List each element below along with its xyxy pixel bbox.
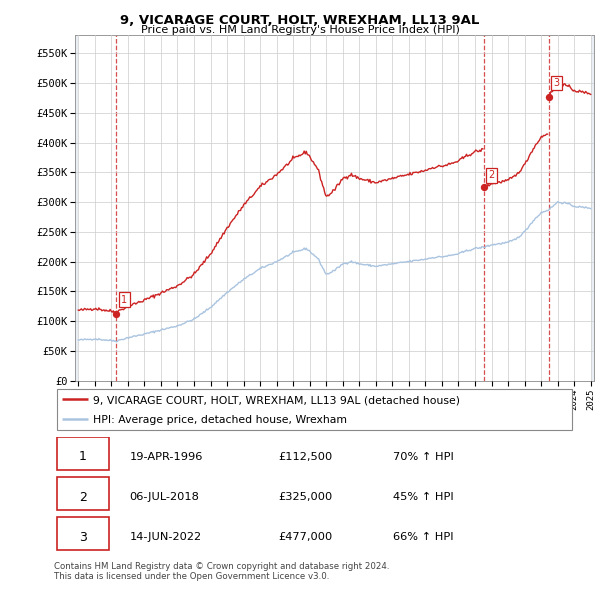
Text: 45% ↑ HPI: 45% ↑ HPI [394, 492, 454, 502]
Text: 66% ↑ HPI: 66% ↑ HPI [394, 532, 454, 542]
Text: 14-JUN-2022: 14-JUN-2022 [130, 532, 202, 542]
Point [112, 309, 121, 319]
Text: 06-JUL-2018: 06-JUL-2018 [130, 492, 200, 502]
Text: HPI: Average price, detached house, Wrexham: HPI: Average price, detached house, Wrex… [93, 415, 347, 425]
Text: 2: 2 [79, 490, 86, 504]
Text: Contains HM Land Registry data © Crown copyright and database right 2024.
This d: Contains HM Land Registry data © Crown c… [54, 562, 389, 581]
FancyBboxPatch shape [56, 437, 109, 470]
Text: 9, VICARAGE COURT, HOLT, WREXHAM, LL13 9AL: 9, VICARAGE COURT, HOLT, WREXHAM, LL13 9… [121, 14, 479, 27]
Point [544, 92, 553, 101]
FancyBboxPatch shape [56, 389, 572, 430]
Text: 2: 2 [488, 171, 495, 180]
Text: 19-APR-1996: 19-APR-1996 [130, 452, 203, 462]
Text: 9, VICARAGE COURT, HOLT, WREXHAM, LL13 9AL (detached house): 9, VICARAGE COURT, HOLT, WREXHAM, LL13 9… [93, 395, 460, 405]
Text: £477,000: £477,000 [278, 532, 333, 542]
Text: 70% ↑ HPI: 70% ↑ HPI [394, 452, 454, 462]
Text: Price paid vs. HM Land Registry's House Price Index (HPI): Price paid vs. HM Land Registry's House … [140, 25, 460, 35]
Text: 1: 1 [121, 295, 127, 305]
Text: 1: 1 [79, 450, 86, 463]
Text: £325,000: £325,000 [278, 492, 333, 502]
Point [479, 182, 488, 192]
Text: £112,500: £112,500 [278, 452, 333, 462]
Text: 3: 3 [554, 78, 560, 88]
FancyBboxPatch shape [56, 477, 109, 510]
Text: 3: 3 [79, 531, 86, 544]
FancyBboxPatch shape [56, 517, 109, 550]
